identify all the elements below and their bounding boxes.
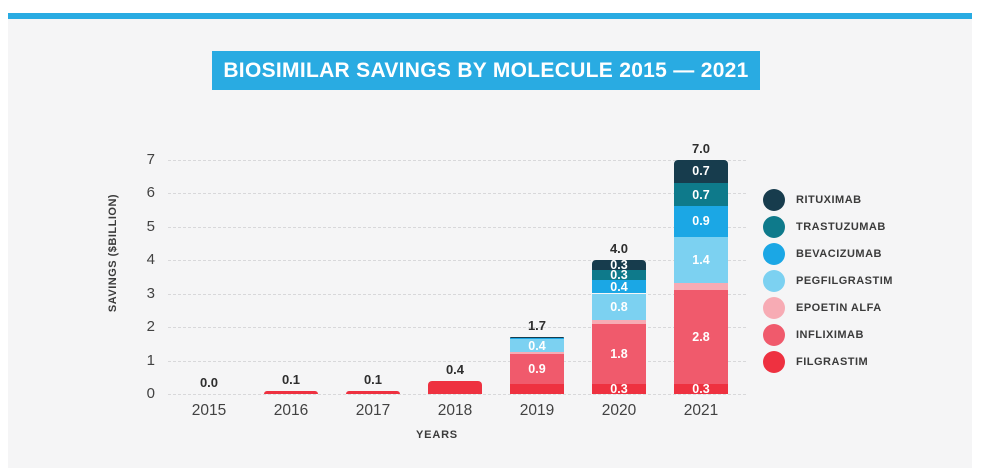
y-tick-label-3: 3 bbox=[146, 284, 155, 302]
bar-segment-value: 1.4 bbox=[692, 252, 710, 267]
gridline-0 bbox=[168, 394, 746, 395]
bar-segment-value: 0.7 bbox=[692, 164, 710, 179]
legend-item-pegfilgrastim: PEGFILGRASTIM bbox=[763, 270, 893, 292]
bar-segment-2021-trastuzumab: 0.7 bbox=[674, 182, 728, 207]
legend-label: BEVACIZUMAB bbox=[796, 248, 882, 260]
bar-segment-value: 1.8 bbox=[610, 346, 628, 361]
bar-segment-value: 0.4 bbox=[610, 279, 628, 294]
bar-total-label-2018: 0.4 bbox=[445, 361, 465, 377]
bar-segment-2020-epoetin-alfa bbox=[592, 320, 646, 324]
y-tick-label-2: 2 bbox=[146, 318, 155, 335]
bar-segment-2016-filgrastim bbox=[264, 390, 318, 394]
bar-segment-value: 0.9 bbox=[528, 361, 546, 376]
gridline-3 bbox=[168, 293, 746, 295]
legend-item-filgrastim: FILGRASTIM bbox=[763, 351, 868, 373]
bar-segment-value: 0.8 bbox=[610, 299, 628, 314]
y-tick-label-0: 0 bbox=[146, 385, 155, 402]
y-tick-label-5: 5 bbox=[146, 217, 155, 235]
legend-swatch-filgrastim bbox=[763, 351, 785, 373]
bar-segment-2019-filgrastim bbox=[510, 383, 564, 394]
x-tick-label-2017: 2017 bbox=[355, 402, 391, 419]
bar-segment-2017-filgrastim bbox=[346, 390, 400, 394]
chart-title: BIOSIMILAR SAVINGS BY MOLECULE 2015 — 20… bbox=[223, 58, 749, 82]
gridline-1 bbox=[168, 360, 746, 362]
bar-segment-2020-trastuzumab: 0.3 bbox=[592, 268, 646, 283]
bar-segment-value: 0.7 bbox=[692, 187, 710, 202]
x-tick-label-2020: 2020 bbox=[601, 402, 637, 419]
bar-segment-2019-pegfilgrastim: 0.4 bbox=[510, 338, 564, 353]
legend-label: EPOETIN ALFA bbox=[796, 302, 882, 314]
gridline-2 bbox=[168, 327, 746, 328]
bar-segment-2020-rituximab: 0.3 bbox=[592, 258, 646, 273]
x-axis-title: YEARS bbox=[416, 429, 458, 441]
gridline-4 bbox=[168, 260, 746, 261]
title-banner: BIOSIMILAR SAVINGS BY MOLECULE 2015 — 20… bbox=[212, 51, 760, 90]
bar-segment-value: 0.3 bbox=[692, 381, 710, 396]
bar-segment-2020-infliximab: 1.8 bbox=[592, 323, 646, 384]
bar-segment-value: 0.4 bbox=[528, 338, 546, 353]
legend-swatch-epoetin-alfa bbox=[763, 297, 785, 319]
bar-total-label-2017: 0.1 bbox=[363, 371, 383, 387]
legend-label: RITUXIMAB bbox=[796, 194, 862, 206]
y-tick-label-4: 4 bbox=[146, 251, 155, 268]
bar-segment-value: 0.3 bbox=[610, 268, 628, 283]
legend-swatch-pegfilgrastim bbox=[763, 270, 785, 292]
y-tick-label-7: 7 bbox=[146, 150, 155, 168]
x-tick-label-2018: 2018 bbox=[437, 402, 473, 419]
bar-segment-2021-pegfilgrastim: 1.4 bbox=[674, 236, 728, 284]
bar-segment-value: 2.8 bbox=[692, 330, 710, 345]
bar-segment-value: 0.9 bbox=[692, 214, 710, 229]
bar-segment-2019-infliximab: 0.9 bbox=[510, 353, 564, 384]
bar-total-label-2020: 4.0 bbox=[609, 241, 629, 256]
legend-item-rituximab: RITUXIMAB bbox=[763, 189, 862, 211]
y-axis-title: SAVINGS ($BILLION) bbox=[107, 193, 119, 313]
legend-item-bevacizumab: BEVACIZUMAB bbox=[763, 243, 882, 265]
gridline-5 bbox=[168, 226, 746, 228]
y-tick-label-6: 6 bbox=[146, 184, 155, 201]
bar-segment-2020-bevacizumab: 0.4 bbox=[592, 279, 646, 294]
bar-segment-value: 0.3 bbox=[610, 258, 628, 273]
bar-segment-2021-filgrastim: 0.3 bbox=[674, 381, 728, 396]
legend-swatch-rituximab bbox=[763, 189, 785, 211]
bar-segment-2020-pegfilgrastim: 0.8 bbox=[592, 293, 646, 321]
bar-segment-2018-filgrastim bbox=[428, 380, 482, 394]
bar-total-label-2021: 7.0 bbox=[691, 140, 711, 156]
bar-total-label-2019: 1.7 bbox=[527, 318, 547, 334]
x-tick-label-2019: 2019 bbox=[519, 402, 555, 419]
legend-swatch-trastuzumab bbox=[763, 216, 785, 238]
bar-total-label-2016: 0.1 bbox=[281, 371, 301, 387]
legend-swatch-infliximab bbox=[763, 324, 785, 346]
bar-segment-2021-bevacizumab: 0.9 bbox=[674, 206, 728, 237]
x-tick-label-2015: 2015 bbox=[191, 402, 227, 419]
bar-segment-2021-epoetin-alfa bbox=[674, 283, 728, 291]
bar-segment-2019-epoetin-alfa bbox=[510, 352, 564, 354]
gridline-6 bbox=[168, 193, 746, 194]
legend-label: PEGFILGRASTIM bbox=[796, 275, 893, 287]
legend-label: TRASTUZUMAB bbox=[796, 221, 886, 233]
legend-item-epoetin-alfa: EPOETIN ALFA bbox=[763, 297, 882, 319]
bar-segment-2021-rituximab: 0.7 bbox=[674, 159, 728, 183]
y-tick-label-1: 1 bbox=[146, 351, 155, 369]
legend-swatch-bevacizumab bbox=[763, 243, 785, 265]
legend-label: INFLIXIMAB bbox=[796, 329, 864, 341]
bar-segment-2019-bevacizumab bbox=[510, 337, 564, 340]
bar-segment-2019-rituximab bbox=[510, 337, 564, 338]
legend-item-infliximab: INFLIXIMAB bbox=[763, 324, 864, 346]
legend-label: FILGRASTIM bbox=[796, 356, 869, 368]
bar-segment-2021-infliximab: 2.8 bbox=[674, 290, 728, 384]
x-tick-label-2016: 2016 bbox=[273, 402, 309, 419]
top-accent-bar bbox=[8, 13, 972, 19]
bar-segment-value: 0.3 bbox=[610, 381, 628, 396]
gridline-7 bbox=[168, 159, 746, 161]
legend-item-trastuzumab: TRASTUZUMAB bbox=[763, 216, 886, 238]
bar-total-label-2015: 0.0 bbox=[199, 375, 219, 390]
x-tick-label-2021: 2021 bbox=[683, 402, 719, 419]
bar-segment-2020-filgrastim: 0.3 bbox=[592, 381, 646, 396]
